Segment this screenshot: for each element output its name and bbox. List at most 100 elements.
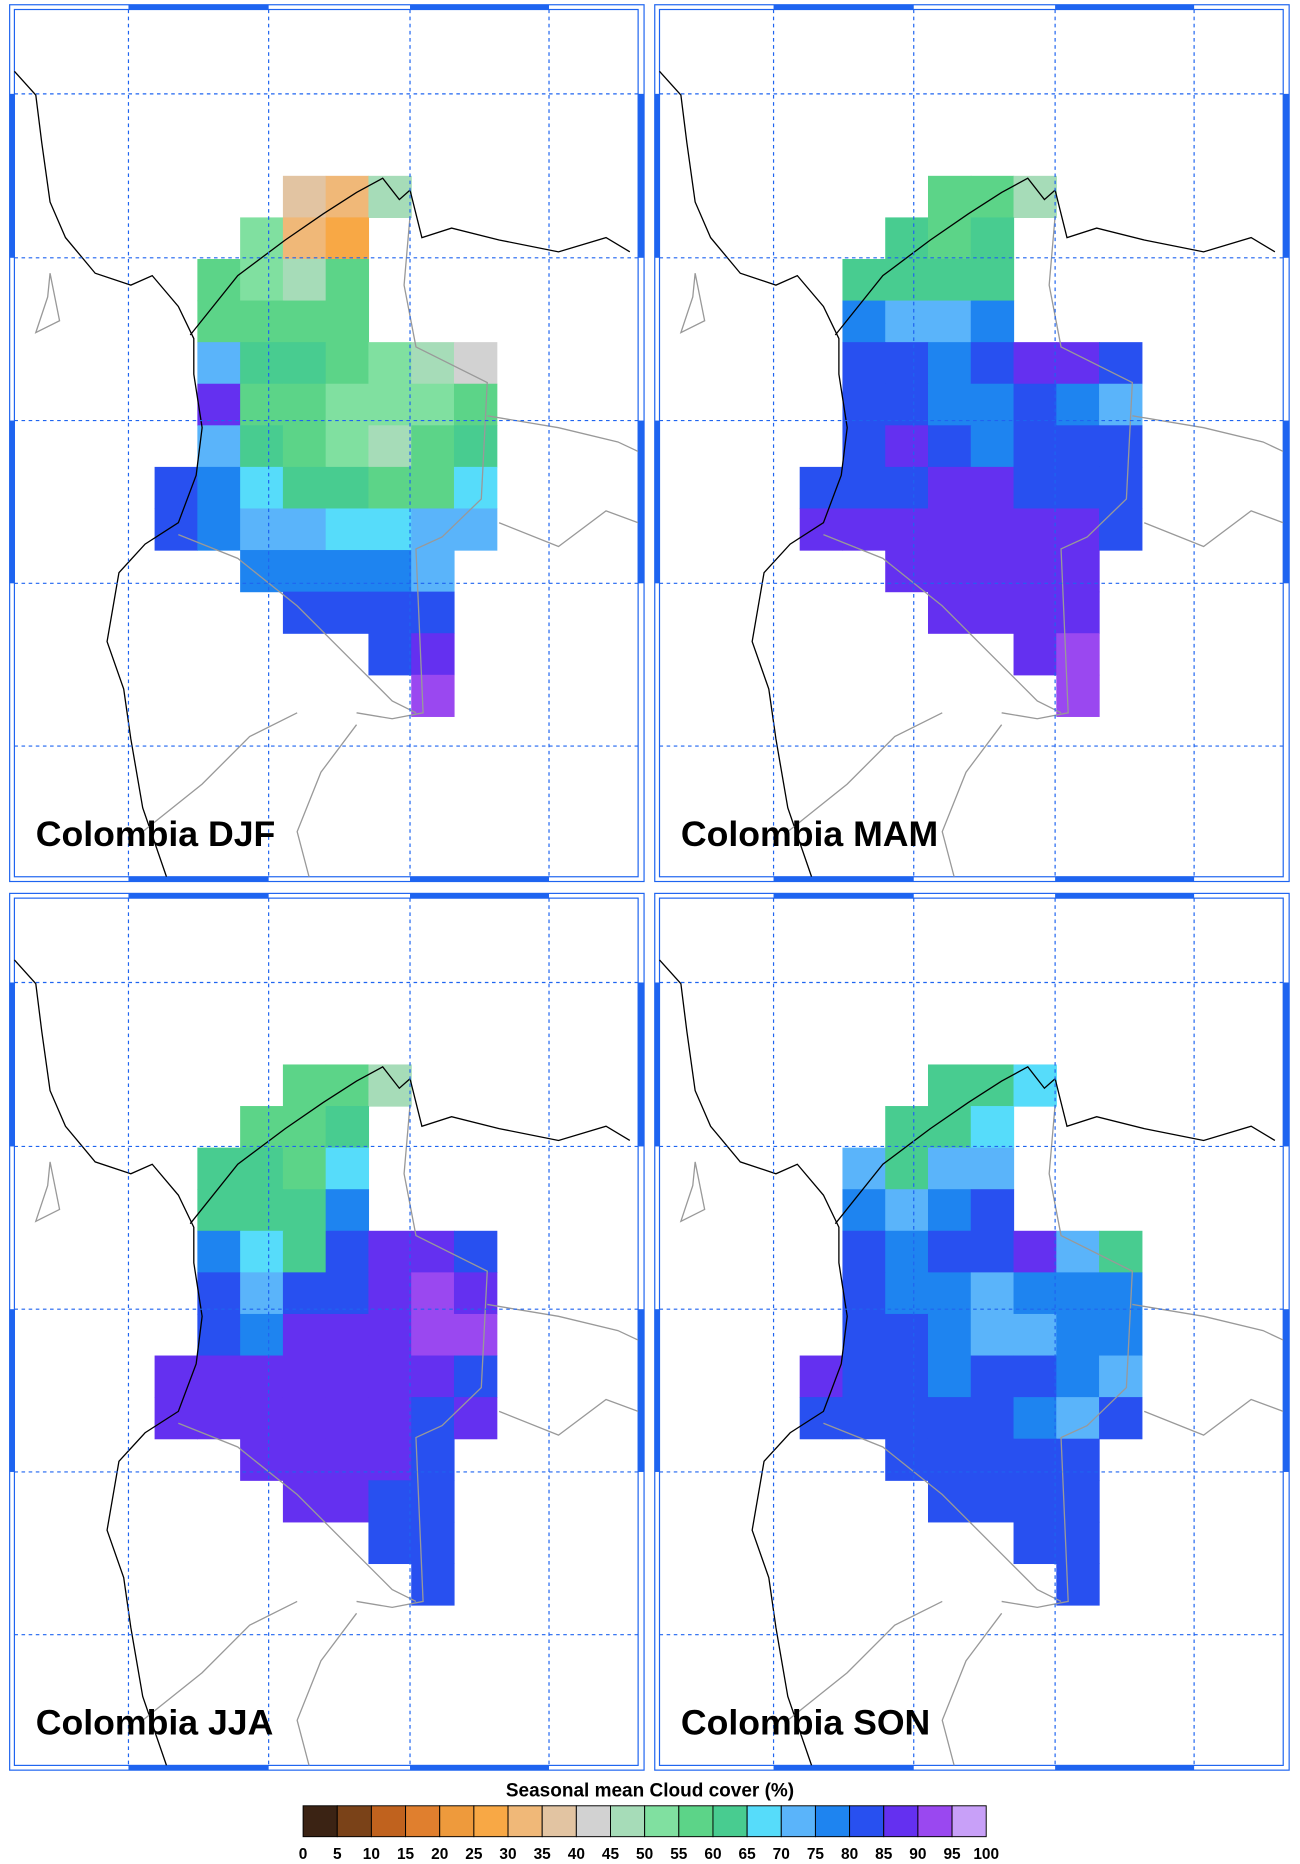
colorbar-swatch bbox=[610, 1805, 646, 1838]
grid-cell bbox=[240, 425, 284, 468]
colorbar-swatch bbox=[541, 1805, 577, 1838]
colorbar-swatch bbox=[917, 1805, 953, 1838]
grid-cell bbox=[1056, 550, 1100, 593]
grid-cell bbox=[197, 508, 241, 551]
grid-cell bbox=[885, 342, 929, 385]
frame-bar bbox=[9, 93, 15, 258]
grid-cell bbox=[411, 1272, 455, 1315]
grid-cell bbox=[368, 1064, 412, 1107]
grid-cell bbox=[282, 1106, 327, 1149]
colorbar-swatch bbox=[678, 1805, 714, 1838]
frame-bar bbox=[654, 1309, 660, 1472]
colorbar-swatch bbox=[951, 1805, 987, 1838]
colorbar-swatch bbox=[473, 1805, 509, 1838]
grid-cell bbox=[970, 591, 1015, 634]
frame-bar bbox=[1055, 1765, 1195, 1771]
grid-cell bbox=[282, 1438, 327, 1481]
map-panel: Colombia SON bbox=[654, 892, 1290, 1771]
grid-cell bbox=[1013, 1397, 1057, 1440]
grid-cell bbox=[885, 217, 929, 260]
grid-cell bbox=[970, 508, 1015, 551]
grid-cell bbox=[1099, 1397, 1143, 1440]
grid-cell bbox=[927, 550, 972, 593]
frame-bar bbox=[1055, 893, 1195, 899]
grid-cell bbox=[885, 466, 929, 510]
grid-cell bbox=[1056, 466, 1100, 510]
colorbar-label: 55 bbox=[670, 1846, 688, 1863]
panel-title: Colombia MAM bbox=[681, 814, 938, 854]
grid-cell bbox=[927, 1147, 972, 1190]
colorbar-label: 40 bbox=[568, 1846, 585, 1863]
grid-cell bbox=[1013, 1064, 1057, 1107]
grid-cell bbox=[927, 1106, 972, 1149]
frame-bar bbox=[410, 4, 550, 10]
grid-cell bbox=[1013, 1313, 1057, 1357]
grid-cell bbox=[197, 1189, 241, 1232]
grid-cell bbox=[197, 1272, 241, 1315]
grid-cell bbox=[970, 1397, 1015, 1440]
grid-cell bbox=[970, 550, 1015, 593]
colorbar-label: 90 bbox=[909, 1846, 926, 1863]
grid-cell bbox=[453, 1397, 498, 1440]
colorbar-label: 45 bbox=[602, 1846, 620, 1863]
frame-bar bbox=[410, 1765, 550, 1771]
colorbar-swatch bbox=[712, 1805, 748, 1838]
colorbar-swatch bbox=[883, 1805, 919, 1838]
colorbar-swatch bbox=[302, 1805, 338, 1838]
grid-cell bbox=[453, 1272, 498, 1315]
grid-cell bbox=[1099, 425, 1143, 468]
grid-cell bbox=[197, 1397, 241, 1440]
colorbar-label: 50 bbox=[636, 1846, 653, 1863]
grid-cell bbox=[1056, 383, 1100, 426]
grid-cell bbox=[154, 508, 198, 551]
grid-cell bbox=[368, 1313, 412, 1357]
grid-cell bbox=[885, 1313, 929, 1357]
grid-cell bbox=[927, 342, 972, 385]
grid-cell bbox=[885, 1189, 929, 1232]
grid-cell bbox=[970, 175, 1015, 219]
grid-cell bbox=[240, 342, 284, 385]
grid-cell bbox=[1056, 1438, 1100, 1481]
grid-cell bbox=[842, 466, 886, 510]
grid-cell bbox=[1013, 1438, 1057, 1481]
grid-cell bbox=[325, 466, 370, 510]
grid-cell bbox=[1099, 466, 1143, 510]
grid-cell bbox=[842, 1355, 886, 1398]
grid-cell bbox=[282, 466, 327, 510]
grid-cell bbox=[240, 1272, 284, 1315]
grid-cell bbox=[368, 1355, 412, 1398]
frame-bar bbox=[410, 893, 550, 899]
grid-cell bbox=[411, 383, 455, 426]
grid-cell bbox=[1099, 1272, 1143, 1315]
grid-cell bbox=[927, 383, 972, 426]
grid-cell bbox=[325, 1189, 370, 1232]
grid-cell bbox=[1056, 633, 1100, 676]
colorbar-label: 10 bbox=[363, 1846, 380, 1863]
grid-cell bbox=[842, 300, 886, 343]
colorbar-label: 100 bbox=[973, 1846, 999, 1863]
grid-cell bbox=[325, 1397, 370, 1440]
frame-bar bbox=[1283, 93, 1290, 258]
grid-cell bbox=[411, 633, 455, 676]
colorbar-swatch bbox=[644, 1805, 680, 1838]
grid-cell bbox=[1099, 508, 1143, 551]
frame-bar bbox=[9, 982, 15, 1147]
grid-cell bbox=[240, 217, 284, 260]
grid-cell bbox=[325, 1272, 370, 1315]
grid-cell bbox=[240, 1189, 284, 1232]
grid-cell bbox=[325, 383, 370, 426]
frame-bar bbox=[1055, 876, 1195, 882]
grid-cell bbox=[970, 383, 1015, 426]
grid-cell bbox=[368, 1272, 412, 1315]
grid-cell bbox=[799, 1397, 844, 1440]
grid-cell bbox=[453, 383, 498, 426]
grid-cell bbox=[368, 1230, 412, 1273]
grid-cell bbox=[927, 466, 972, 510]
colorbar-swatch bbox=[336, 1805, 372, 1838]
colorbar-swatch bbox=[507, 1805, 543, 1838]
frame-bar bbox=[773, 1765, 914, 1771]
grid-cell bbox=[325, 1064, 370, 1107]
grid-cell bbox=[368, 383, 412, 426]
grid-cell bbox=[282, 425, 327, 468]
grid-cell bbox=[240, 1147, 284, 1190]
